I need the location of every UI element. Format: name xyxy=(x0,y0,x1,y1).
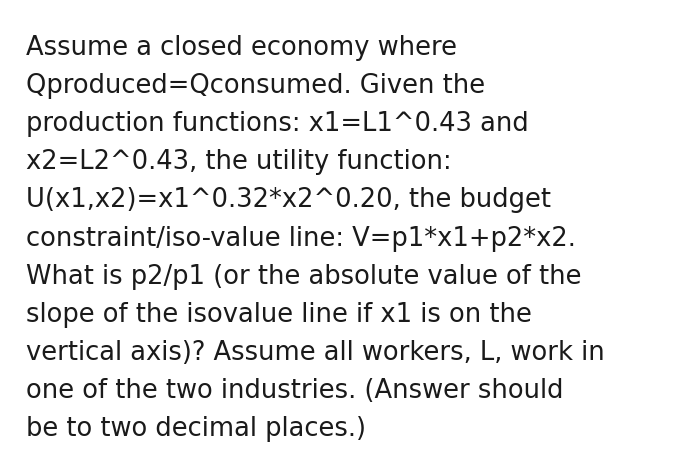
Text: Assume a closed economy where: Assume a closed economy where xyxy=(26,35,457,61)
Text: vertical axis)? Assume all workers, L, work in: vertical axis)? Assume all workers, L, w… xyxy=(26,340,605,366)
Text: x2=L2^0.43, the utility function:: x2=L2^0.43, the utility function: xyxy=(26,149,452,175)
Text: U(x1,x2)=x1^0.32*x2^0.20, the budget: U(x1,x2)=x1^0.32*x2^0.20, the budget xyxy=(26,187,551,213)
Text: one of the two industries. (Answer should: one of the two industries. (Answer shoul… xyxy=(26,378,563,404)
Text: constraint/iso-value line: V=p1*x1+p2*x2.: constraint/iso-value line: V=p1*x1+p2*x2… xyxy=(26,226,575,252)
Text: Qproduced=Qconsumed. Given the: Qproduced=Qconsumed. Given the xyxy=(26,73,485,99)
Text: be to two decimal places.): be to two decimal places.) xyxy=(26,416,366,442)
Text: production functions: x1=L1^0.43 and: production functions: x1=L1^0.43 and xyxy=(26,111,528,137)
Text: What is p2/p1 (or the absolute value of the: What is p2/p1 (or the absolute value of … xyxy=(26,264,582,290)
Text: slope of the isovalue line if x1 is on the: slope of the isovalue line if x1 is on t… xyxy=(26,302,532,328)
